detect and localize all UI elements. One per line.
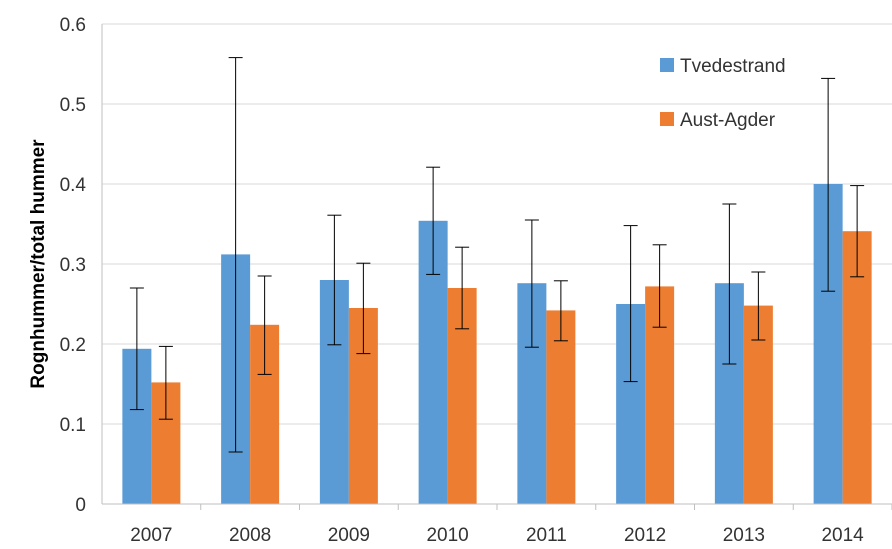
legend-swatch xyxy=(660,112,674,126)
x-tick-label: 2012 xyxy=(624,525,666,546)
error-bars xyxy=(129,57,865,453)
x-tick-label: 2009 xyxy=(328,525,370,546)
legend-swatch xyxy=(660,58,674,72)
y-tick-label: 0.5 xyxy=(60,95,86,116)
bars xyxy=(122,184,872,505)
x-tick-label: 2008 xyxy=(229,525,271,546)
gridlines xyxy=(102,23,892,425)
y-tick-label: 0.3 xyxy=(60,255,86,276)
y-axis-title: Rognhummer/total hummer xyxy=(28,139,49,389)
y-tick-label: 0.6 xyxy=(60,15,86,36)
y-tick-label: 0.1 xyxy=(60,415,86,436)
x-tick-label: 2010 xyxy=(426,525,468,546)
y-tick-label: 0.2 xyxy=(60,335,86,356)
y-tick-label: 0.4 xyxy=(60,175,87,196)
x-tick-label: 2014 xyxy=(821,525,864,546)
legend: Tvedestrand Aust-Agder xyxy=(660,56,786,131)
legend-label: Aust-Agder xyxy=(680,110,776,131)
x-tick-label: 2011 xyxy=(526,525,567,546)
axes: 0 0.1 0.2 0.3 0.4 0.5 0.6 2007 2008 2009 2010 2011 2… xyxy=(60,15,892,546)
legend-label: Tvedestrand xyxy=(680,56,786,77)
y-tick-label: 0 xyxy=(75,495,86,516)
bar-aust-agder-2011 xyxy=(546,310,576,504)
x-tick-label: 2013 xyxy=(723,525,765,546)
x-tick-label: 2007 xyxy=(130,525,172,546)
